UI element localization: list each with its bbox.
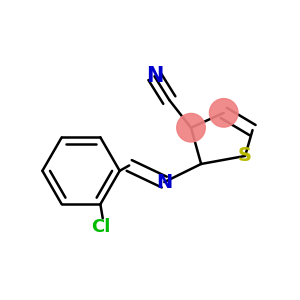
Circle shape — [177, 113, 205, 142]
Text: N: N — [146, 66, 163, 86]
Text: Cl: Cl — [91, 218, 110, 236]
Text: N: N — [156, 172, 172, 192]
Circle shape — [209, 99, 238, 127]
Text: S: S — [238, 146, 252, 165]
